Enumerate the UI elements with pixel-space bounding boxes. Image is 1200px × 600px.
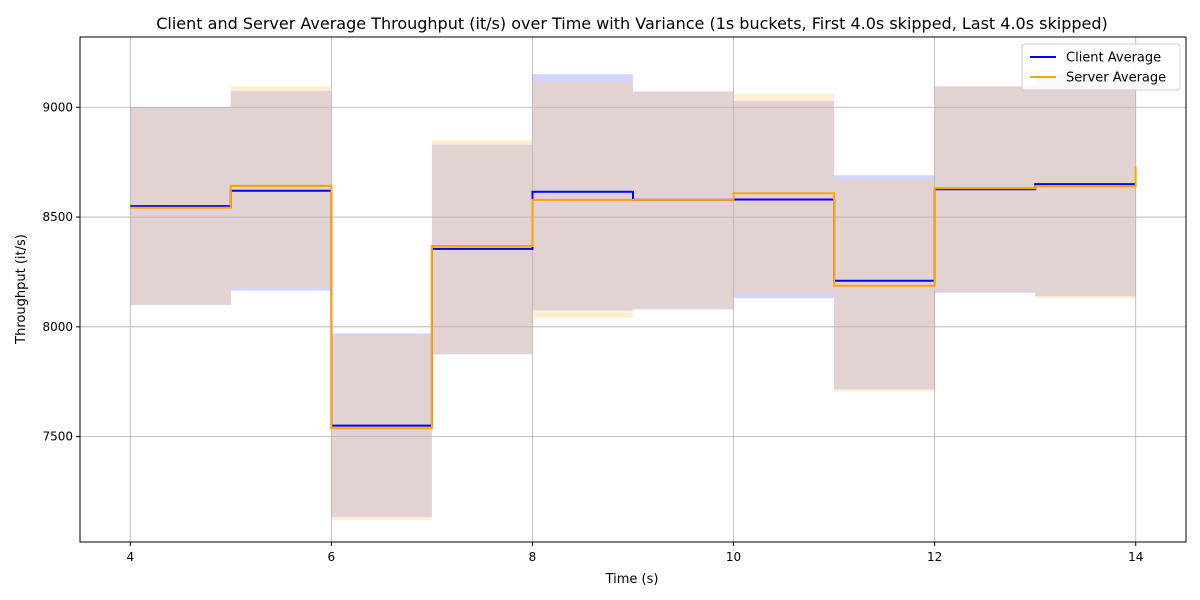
y-tick-label: 8000 [42,320,73,334]
x-tick-label: 12 [927,550,942,564]
x-tick-label: 4 [126,550,134,564]
series-line-server [130,166,1137,430]
grid-lines [80,37,1186,542]
series-lines [130,166,1137,430]
x-tick-label: 10 [726,550,741,564]
y-tick-label: 7500 [42,430,73,444]
x-tick-label: 14 [1128,550,1143,564]
x-tick-label: 8 [529,550,537,564]
plot-area-frame [79,36,1187,543]
chart-title: Client and Server Average Throughput (it… [156,14,1108,33]
legend-label: Server Average [1066,71,1166,86]
variance-band-client [130,74,1136,518]
x-tick-label: 6 [328,550,336,564]
x-axis-title: Time (s) [605,572,659,587]
y-tick-label: 8500 [42,210,73,224]
legend: Client Average Server Average [1021,43,1181,91]
y-tick-label: 9000 [42,100,73,114]
axis-ticks: 4 6 8 10 12 14 7500 8000 8500 9000 [42,100,1143,564]
variance-band-server [130,74,1136,521]
y-axis-title: Throughput (it/s) [14,234,29,345]
variance-bands [130,74,1136,521]
legend-box [1021,43,1181,91]
legend-label: Client Average [1066,51,1161,66]
